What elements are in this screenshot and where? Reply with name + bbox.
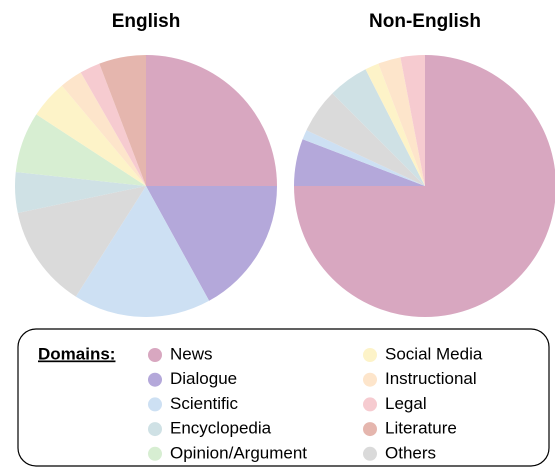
legend-label: Dialogue — [170, 369, 237, 388]
legend-swatch — [363, 397, 377, 412]
pie-slice — [365, 63, 425, 187]
legend-label: Scientific — [170, 394, 239, 413]
legend-swatch — [363, 422, 377, 437]
pie-slice — [294, 55, 555, 317]
pie-slice — [15, 172, 147, 213]
pie-slice — [146, 55, 277, 186]
pie-slice — [294, 139, 425, 186]
legend-title: Domains: — [38, 344, 115, 363]
legend-swatch — [148, 372, 162, 387]
pie-slice — [306, 93, 425, 186]
chart-title: English — [112, 11, 181, 32]
pie-slice — [17, 186, 146, 297]
pie-slice — [61, 72, 147, 186]
legend-label: Encyclopedia — [170, 419, 272, 438]
legend-swatch — [148, 422, 162, 437]
legend-label: Legal — [385, 394, 427, 413]
legend-label: Instructional — [385, 369, 477, 388]
legend-label: News — [170, 344, 213, 363]
legend-swatch — [148, 348, 162, 362]
legend-swatch — [148, 446, 162, 461]
legend-swatch — [363, 446, 377, 461]
legend-label: Social Media — [385, 344, 483, 363]
pie-slice — [15, 114, 146, 186]
pie-slice — [332, 69, 425, 186]
pie-slice — [146, 186, 277, 301]
pie-slice — [80, 63, 146, 187]
legend-label: Others — [385, 443, 436, 462]
pie-slice — [99, 55, 146, 186]
pie-slice — [378, 57, 425, 186]
legend-label: Literature — [385, 419, 457, 438]
pie-slice — [36, 85, 146, 186]
legend-swatch — [363, 372, 377, 387]
legend-label: Opinion/Argument — [170, 443, 307, 462]
legend-swatch — [363, 348, 377, 362]
pie-slice — [75, 186, 210, 317]
pie-slice — [400, 55, 425, 186]
chart-title: Non-English — [369, 11, 481, 32]
pie-slice — [302, 130, 425, 186]
legend-swatch — [148, 397, 162, 412]
